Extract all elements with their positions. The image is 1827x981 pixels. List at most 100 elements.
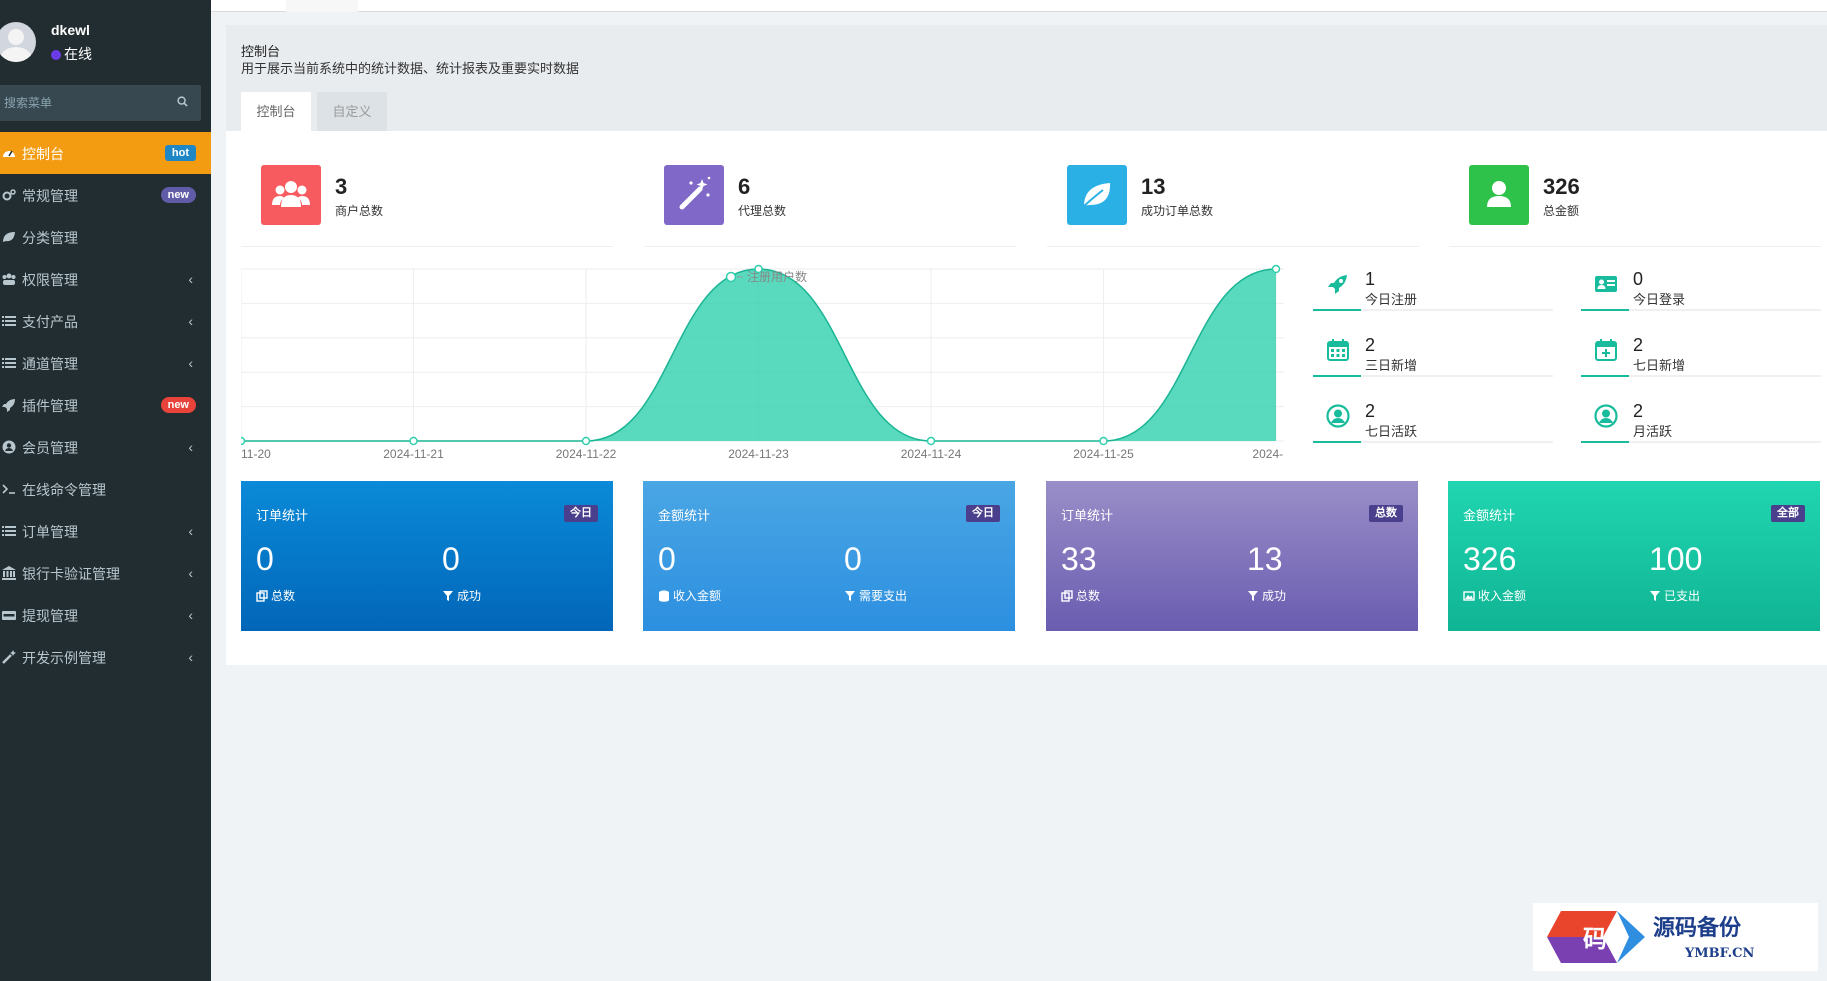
mini-progress <box>1581 441 1629 443</box>
sidebar-item-label: 开发示例管理 <box>22 650 106 666</box>
cogs-icon <box>2 188 16 202</box>
sidebar-item-label: 常规管理 <box>22 188 78 204</box>
legend-label: 注册用户数 <box>747 269 807 284</box>
x-tick-label: 11-20 <box>241 447 271 461</box>
sidebar-item-3[interactable]: 权限管理 ‹ <box>0 258 211 300</box>
series-area-注册用户数 <box>241 269 1276 441</box>
sidebar-item-label: 通道管理 <box>22 356 78 372</box>
x-tick-label: 2024-11-21 <box>383 447 444 461</box>
panel-amount-all: 金额统计 全部 326 100 收入金额 已支出 <box>1448 481 1820 631</box>
chevron-left-icon: ‹ <box>188 607 193 623</box>
panel-title: 金额统计 <box>1463 508 1516 523</box>
sidebar-item-0[interactable]: 控制台 hot <box>0 132 211 174</box>
top-navbar <box>211 0 1827 12</box>
tab-custom[interactable]: 自定义 <box>317 92 387 131</box>
user-circle-icon <box>1594 404 1618 428</box>
sidebar-item-1[interactable]: 常规管理 new <box>0 174 211 216</box>
x-tick-label: 2024-11-24 <box>901 447 962 461</box>
sidebar-item-11[interactable]: 提现管理 ‹ <box>0 594 211 636</box>
chevron-left-icon: ‹ <box>188 271 193 287</box>
username: dkewl <box>51 22 90 38</box>
filter-icon <box>845 591 855 601</box>
stat-value: 6 <box>738 174 751 199</box>
group-icon <box>2 272 16 286</box>
id-card-icon <box>1595 276 1617 292</box>
tab-dashboard[interactable]: 控制台 <box>241 92 311 131</box>
nav-tab[interactable] <box>286 0 358 12</box>
panel-order-today: 订单统计 今日 0 0 总数 成功 <box>241 481 613 631</box>
search-input[interactable] <box>4 85 164 121</box>
mini-progress <box>1313 375 1361 377</box>
stat-label: 总金额 <box>1543 204 1580 218</box>
panel-tag: 今日 <box>966 505 1000 522</box>
sidebar-search <box>0 85 201 121</box>
sidebar-item-4[interactable]: 支付产品 ‹ <box>0 300 211 342</box>
mini-value: 2 <box>1633 335 1644 355</box>
svg-text:源码备份: 源码备份 <box>1653 915 1742 941</box>
sidebar-item-9[interactable]: 订单管理 ‹ <box>0 510 211 552</box>
search-icon[interactable] <box>177 96 188 107</box>
page-title: 控制台 <box>241 44 281 59</box>
x-tick-label: 2024-11-22 <box>556 447 617 461</box>
visa-icon <box>2 608 16 622</box>
panel-tag: 总数 <box>1369 505 1403 522</box>
sidebar-item-10[interactable]: 银行卡验证管理 ‹ <box>0 552 211 594</box>
status-dot-icon <box>51 50 61 60</box>
panel-label-1: 总数 <box>256 587 295 604</box>
menu-badge: hot <box>164 145 196 161</box>
sidebar-item-label: 控制台 <box>22 146 64 162</box>
sidebar-item-6[interactable]: 插件管理 new <box>0 384 211 426</box>
mini-progress <box>1581 375 1629 377</box>
panel-label-1: 收入金额 <box>658 587 721 604</box>
mini-value: 0 <box>1633 269 1644 289</box>
sidebar-item-label: 插件管理 <box>22 398 78 414</box>
mini-value: 2 <box>1365 401 1376 421</box>
data-point-2024-11-23 <box>754 264 763 274</box>
stat-card-orders: 13 成功订单总数 <box>1047 140 1419 247</box>
data-point-2024-11-22 <box>581 436 591 446</box>
calendar-plus-icon <box>1595 339 1617 361</box>
stat-value: 326 <box>1543 174 1580 199</box>
sidebar-item-5[interactable]: 通道管理 ‹ <box>0 342 211 384</box>
panel-order-total: 订单统计 总数 33 13 总数 成功 <box>1046 481 1418 631</box>
x-tick-label: 2024-11- <box>1252 447 1284 461</box>
mini-stat-seven-day-new: 2 七日新增 <box>1581 331 1821 386</box>
menu-badge: new <box>160 187 196 203</box>
avatar[interactable] <box>0 22 36 62</box>
sidebar-item-2[interactable]: 分类管理 <box>0 216 211 258</box>
mini-label: 月活跃 <box>1633 424 1673 439</box>
list-icon <box>2 356 16 370</box>
sidebar-item-label: 提现管理 <box>22 608 78 624</box>
magic-icon <box>2 650 16 664</box>
mini-stat-seven-day-active: 2 七日活跃 <box>1313 397 1553 452</box>
panel-value-1: 326 <box>1463 541 1517 577</box>
panel-label-2: 已支出 <box>1649 587 1700 604</box>
sidebar-item-7[interactable]: 会员管理 ‹ <box>0 426 211 468</box>
sidebar-item-12[interactable]: 开发示例管理 ‹ <box>0 636 211 678</box>
stat-card-merchants: 3 商户总数 <box>241 140 613 247</box>
status-text: 在线 <box>64 46 92 62</box>
filter-icon <box>443 591 453 601</box>
panel-tag: 今日 <box>564 505 598 522</box>
user-icon <box>1469 165 1529 225</box>
sidebar-item-label: 会员管理 <box>22 440 78 456</box>
legend-marker <box>725 271 737 283</box>
panel-label-1: 收入金额 <box>1463 587 1526 604</box>
x-tick-label: 2024-11-25 <box>1073 447 1134 461</box>
sidebar: dkewl 在线 控制台hot常规管理new分类管理权限管理‹支付产品‹通道管理… <box>0 0 211 981</box>
stat-label: 商户总数 <box>335 204 384 218</box>
panel-label-2: 需要支出 <box>844 587 907 604</box>
mini-value: 1 <box>1365 269 1376 289</box>
svg-text:YMBF.CN: YMBF.CN <box>1684 946 1754 961</box>
panel-amount-today: 金额统计 今日 0 0 收入金额 需要支出 <box>643 481 1015 631</box>
panel-value-1: 0 <box>658 541 676 577</box>
mini-stat-today-login: 0 今日登录 <box>1581 265 1821 320</box>
panel-value-1: 33 <box>1061 541 1097 577</box>
mini-label: 今日注册 <box>1365 292 1418 307</box>
panel-value-2: 0 <box>844 541 862 577</box>
sidebar-item-8[interactable]: 在线命令管理 <box>0 468 211 510</box>
dashboard-icon <box>2 146 16 160</box>
rocket-icon <box>2 398 16 412</box>
leaf-icon <box>1067 165 1127 225</box>
data-point-2024-11-25 <box>1099 436 1108 446</box>
